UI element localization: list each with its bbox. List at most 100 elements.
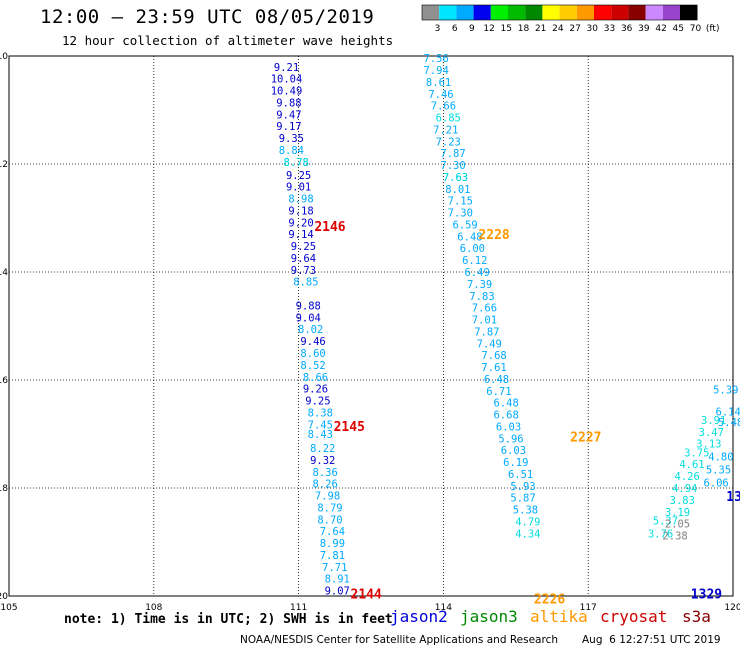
wave-height-value: 9.73	[291, 265, 316, 277]
pass-number-label: 1329	[691, 587, 722, 602]
pass-number-label: 2227	[570, 431, 601, 446]
legend-tick-label: 15	[501, 24, 512, 34]
wave-height-value: 6.85	[436, 113, 461, 125]
wave-height-value: 5.93	[510, 481, 535, 493]
legend-swatch	[594, 5, 612, 20]
wave-height-value: 7.23	[436, 136, 461, 148]
wave-height-value: 5.35	[706, 465, 731, 477]
legend-tick-label: 24	[552, 24, 564, 34]
wave-height-value: 7.87	[440, 148, 465, 160]
plot-area	[8, 55, 734, 597]
generated-timestamp: Aug 6 12:27:51 UTC 2019	[582, 634, 721, 646]
legend-swatch	[439, 5, 457, 20]
pass-number-label: 133	[726, 490, 740, 505]
wave-height-value: 6.68	[493, 410, 518, 422]
legend-swatch	[611, 5, 629, 20]
wave-height-value: 9.20	[288, 217, 313, 229]
wave-height-value: 4.61	[679, 459, 704, 471]
wave-height-value: 8.70	[317, 514, 342, 526]
legend-tick-label: 30	[587, 24, 599, 34]
wave-height-value: 9.18	[288, 205, 313, 217]
wave-height-value: 5.39	[713, 385, 738, 397]
wave-height-value: 9.14	[288, 229, 313, 241]
wave-height-value: 10.04	[271, 74, 303, 86]
satellite-label-altika: altika	[530, 607, 588, 626]
wave-height-value: 7.64	[320, 526, 345, 538]
wave-height-value: 8.60	[300, 348, 325, 360]
pass-number-label: 2145	[334, 420, 365, 435]
wave-height-value: 7.63	[443, 172, 468, 184]
wave-height-value: 4.80	[708, 452, 733, 464]
wave-height-value: 6.48	[493, 398, 518, 410]
wave-height-value: 7.46	[428, 89, 453, 101]
wave-height-value: 2.05	[665, 519, 690, 531]
credit-line: NOAA/NESDIS Center for Satellite Applica…	[240, 634, 558, 646]
wave-height-value: 4.26	[674, 471, 699, 483]
wave-height-value: 9.25	[286, 170, 311, 182]
wave-height-value: 7.68	[481, 350, 506, 362]
x-tick-label: 108	[145, 603, 162, 613]
legend-swatch	[508, 5, 526, 20]
wave-height-value: 7.83	[469, 291, 494, 303]
wave-height-value: 9.04	[296, 312, 321, 324]
legend-swatch	[628, 5, 646, 20]
wave-height-value: 7.66	[472, 303, 497, 315]
wave-height-value: 8.84	[279, 145, 304, 157]
wave-height-value: 6.12	[462, 255, 487, 267]
wave-height-value: 9.88	[276, 97, 301, 109]
legend-tick-label: 45	[673, 24, 684, 34]
wave-height-value: 7.01	[472, 315, 497, 327]
wave-height-value: 8.91	[325, 574, 350, 586]
wave-height-value: 7.87	[474, 326, 499, 338]
chart-title: 12:00 – 23:59 UTC 08/05/2019	[40, 6, 375, 28]
wave-height-value: 7.56	[424, 53, 449, 65]
legend-swatch	[645, 5, 663, 20]
wave-height-value: 7.15	[448, 196, 473, 208]
wave-height-value: 3.83	[670, 495, 695, 507]
wave-height-value: 8.22	[310, 443, 335, 455]
x-tick-label: 111	[290, 603, 307, 613]
wave-height-value: 7.39	[467, 279, 492, 291]
legend-swatch	[680, 5, 698, 20]
legend-swatch	[473, 5, 491, 20]
wave-height-value: 6.48	[484, 374, 509, 386]
wave-height-value: 9.25	[305, 396, 330, 408]
wave-height-value: 5.48	[718, 417, 740, 429]
wave-height-value: 9.35	[279, 133, 304, 145]
wave-height-value: 3.76	[648, 528, 673, 540]
legend-swatch	[490, 5, 508, 20]
wave-height-value: 3.19	[665, 507, 690, 519]
wave-height-value: 7.30	[448, 208, 473, 220]
wave-height-value: 7.45	[308, 419, 333, 431]
legend-tick-label: 33	[604, 24, 615, 34]
pass-number-label: 2228	[478, 228, 509, 243]
wave-height-value: 4.34	[515, 528, 540, 540]
y-tick-label: -14	[0, 268, 8, 278]
legend-tick-label: 9	[469, 24, 475, 34]
legend-frame	[421, 4, 698, 21]
wave-height-value: 8.38	[308, 407, 333, 419]
wave-height-value: 8.99	[320, 538, 345, 550]
wave-height-value: 9.47	[276, 109, 301, 121]
legend-swatch	[662, 5, 680, 20]
wave-height-value: 7.21	[433, 124, 458, 136]
wave-height-value: 8.43	[308, 429, 333, 441]
legend-tick-label: 36	[621, 24, 633, 34]
wave-height-value: 8.01	[445, 184, 470, 196]
wave-height-value: 6.06	[703, 478, 728, 490]
legend-tick-label: 21	[535, 24, 546, 34]
wave-height-value: 8.79	[317, 502, 342, 514]
wave-height-value: 9.26	[303, 384, 328, 396]
legend-swatch	[456, 5, 474, 20]
x-tick-label: 120	[724, 603, 740, 613]
y-tick-label: -12	[0, 160, 8, 170]
x-tick-label: 117	[580, 603, 597, 613]
wave-height-value: 8.61	[426, 77, 451, 89]
wave-height-value: 5.38	[513, 505, 538, 517]
chart-subtitle: 12 hour collection of altimeter wave hei…	[62, 33, 394, 48]
wave-height-value: 7.94	[424, 65, 449, 77]
wave-height-value: 7.61	[481, 362, 506, 374]
wave-height-value: 8.26	[312, 479, 337, 491]
